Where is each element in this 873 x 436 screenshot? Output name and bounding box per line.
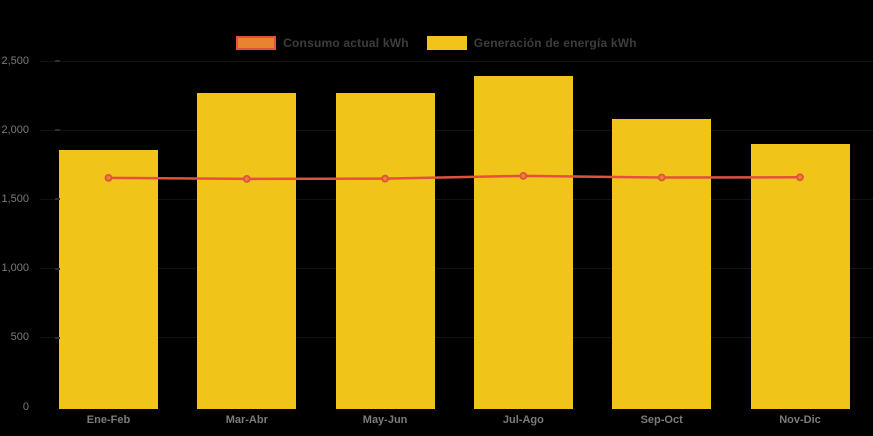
legend-swatch-bar-series-icon <box>426 36 467 50</box>
legend-label-generacion: Generación de energía kWh <box>473 36 637 50</box>
x-tick-label: Sep-Oct <box>640 414 683 426</box>
line-point-nov-dic[interactable] <box>796 173 804 182</box>
legend-swatch-line-series-icon <box>236 36 277 50</box>
x-tick-label: May-Jun <box>362 414 408 426</box>
line-point-may-jun[interactable] <box>381 174 390 183</box>
y-tick-label: 2,000 <box>1 123 29 136</box>
legend-item-generacion[interactable]: Generación de energía kWh <box>426 36 637 50</box>
gridline-500 <box>40 337 873 339</box>
line-point-sep-oct[interactable] <box>657 173 666 182</box>
y-tick-label: 500 <box>10 331 29 344</box>
line-point-mar-abr[interactable] <box>242 174 251 183</box>
line-point-ene-feb[interactable] <box>104 173 113 182</box>
y-tick-label: 2,500 <box>1 54 29 67</box>
legend-label-consumo: Consumo actual kWh <box>283 36 409 50</box>
x-tick-label: Jul-Ago <box>502 414 544 426</box>
y-tick-label: 0 <box>22 400 29 413</box>
x-tick-label: Mar-Abr <box>225 414 268 426</box>
y-axis-tick <box>55 60 60 62</box>
line-point-jul-ago[interactable] <box>519 171 528 180</box>
bar-may-jun[interactable] <box>335 92 435 409</box>
bar-ene-feb[interactable] <box>59 149 158 409</box>
bar-nov-dic[interactable] <box>750 144 850 409</box>
gridline-1,000 <box>40 268 873 270</box>
bar-jul-ago[interactable] <box>473 75 573 409</box>
y-tick-label: 1,500 <box>1 192 29 205</box>
bar-sep-oct[interactable] <box>612 119 712 409</box>
y-axis-tick <box>55 267 60 270</box>
x-tick-label: Nov-Dic <box>779 414 821 426</box>
x-tick-label: Ene-Feb <box>86 414 131 426</box>
y-axis-tick <box>55 129 60 132</box>
gridline-1,500 <box>40 198 873 200</box>
y-axis-tick <box>55 336 60 339</box>
y-axis-tick <box>55 198 60 201</box>
gridline-2,000 <box>40 129 873 131</box>
gridline-2,500 <box>40 60 873 62</box>
chart-legend: Consumo actual kWh Generación de energía… <box>0 36 873 50</box>
y-tick-label: 1,000 <box>1 262 29 275</box>
legend-item-consumo[interactable]: Consumo actual kWh <box>236 36 409 50</box>
bar-mar-abr[interactable] <box>197 92 297 409</box>
